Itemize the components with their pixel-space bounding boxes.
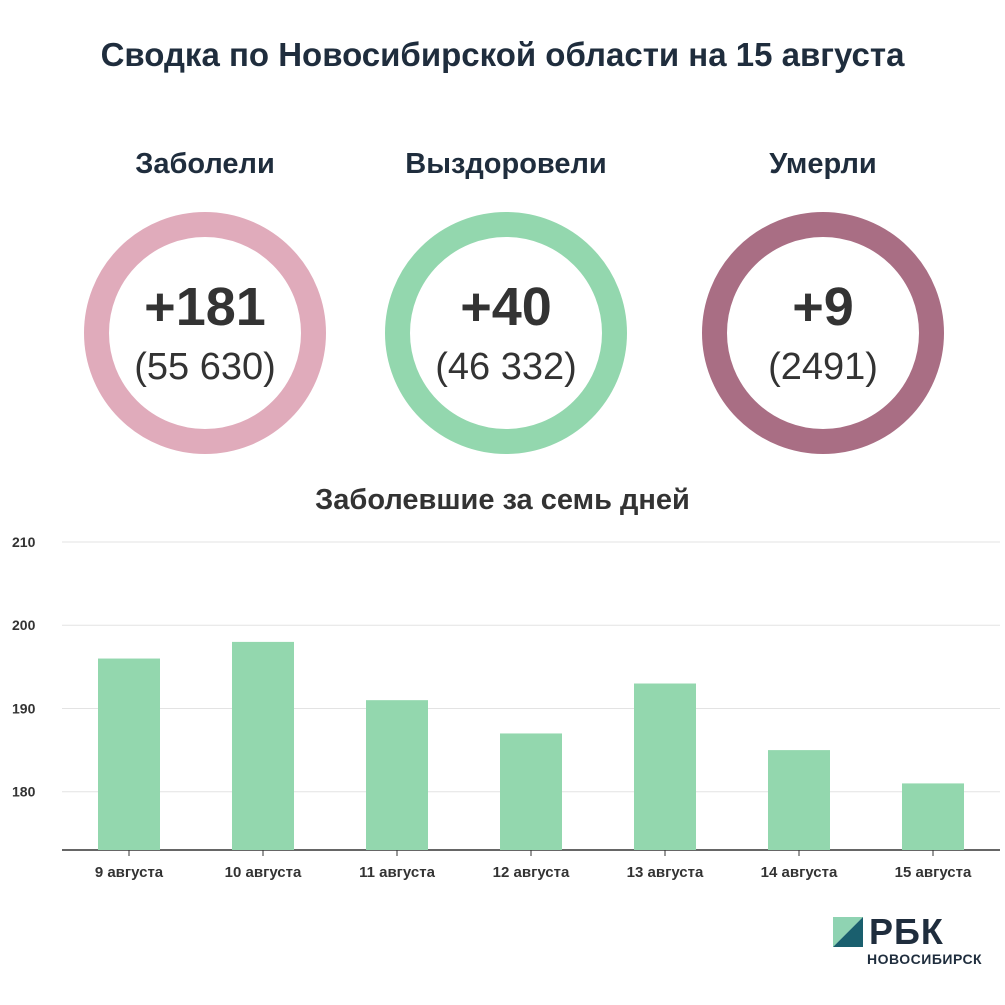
rbc-logo-subtitle: НОВОСИБИРСК <box>867 951 983 967</box>
x-tick-label: 12 августа <box>493 864 570 881</box>
stat-recovered-ring: +40 (46 332) <box>385 212 627 454</box>
bar <box>98 658 160 850</box>
stat-deaths-ring: +9 (2491) <box>702 212 944 454</box>
bar <box>500 733 562 850</box>
stat-cases-ring: +181 (55 630) <box>84 212 326 454</box>
stat-cases: Заболели +181 (55 630) <box>60 148 350 454</box>
stat-deaths-label: Умерли <box>769 148 877 180</box>
x-tick-label: 15 августа <box>895 864 972 881</box>
rbc-logo-mark-icon <box>833 917 863 947</box>
stat-deaths: Умерли +9 (2491) <box>678 148 968 454</box>
stat-cases-delta: +181 <box>144 277 266 337</box>
bar <box>634 683 696 850</box>
bar <box>232 641 294 850</box>
stat-cases-label: Заболели <box>135 148 275 180</box>
stat-cases-total: (55 630) <box>134 346 276 388</box>
chart-title: Заболевшие за семь дней <box>315 484 690 516</box>
stat-recovered-delta: +40 <box>460 277 552 337</box>
x-tick-label: 9 августа <box>95 864 164 881</box>
y-tick-label: 180 <box>12 784 36 800</box>
bar <box>902 783 964 850</box>
rbc-logo-name: РБК <box>869 911 944 952</box>
stat-recovered-label: Выздоровели <box>405 148 607 180</box>
y-tick-label: 190 <box>12 700 36 716</box>
x-tick-label: 11 августа <box>359 864 435 881</box>
x-tick-label: 14 августа <box>761 864 838 881</box>
rbc-logo: РБК НОВОСИБИРСК <box>833 913 998 973</box>
y-tick-label: 210 <box>12 534 36 550</box>
bar-chart: 180 190 200 210 9 августа 10 августа 11 август… <box>12 534 1000 881</box>
y-tick-label: 200 <box>12 617 36 633</box>
stat-recovered: Выздоровели +40 (46 332) <box>361 148 651 454</box>
stat-deaths-total: (2491) <box>768 346 878 388</box>
stat-recovered-total: (46 332) <box>435 346 577 388</box>
x-tick-label: 13 августа <box>627 864 704 881</box>
bar <box>366 700 428 850</box>
x-tick-label: 10 августа <box>225 864 302 881</box>
stat-deaths-delta: +9 <box>792 277 854 337</box>
bar <box>768 750 830 850</box>
page-title: Сводка по Новосибирской области на 15 ав… <box>100 36 905 73</box>
